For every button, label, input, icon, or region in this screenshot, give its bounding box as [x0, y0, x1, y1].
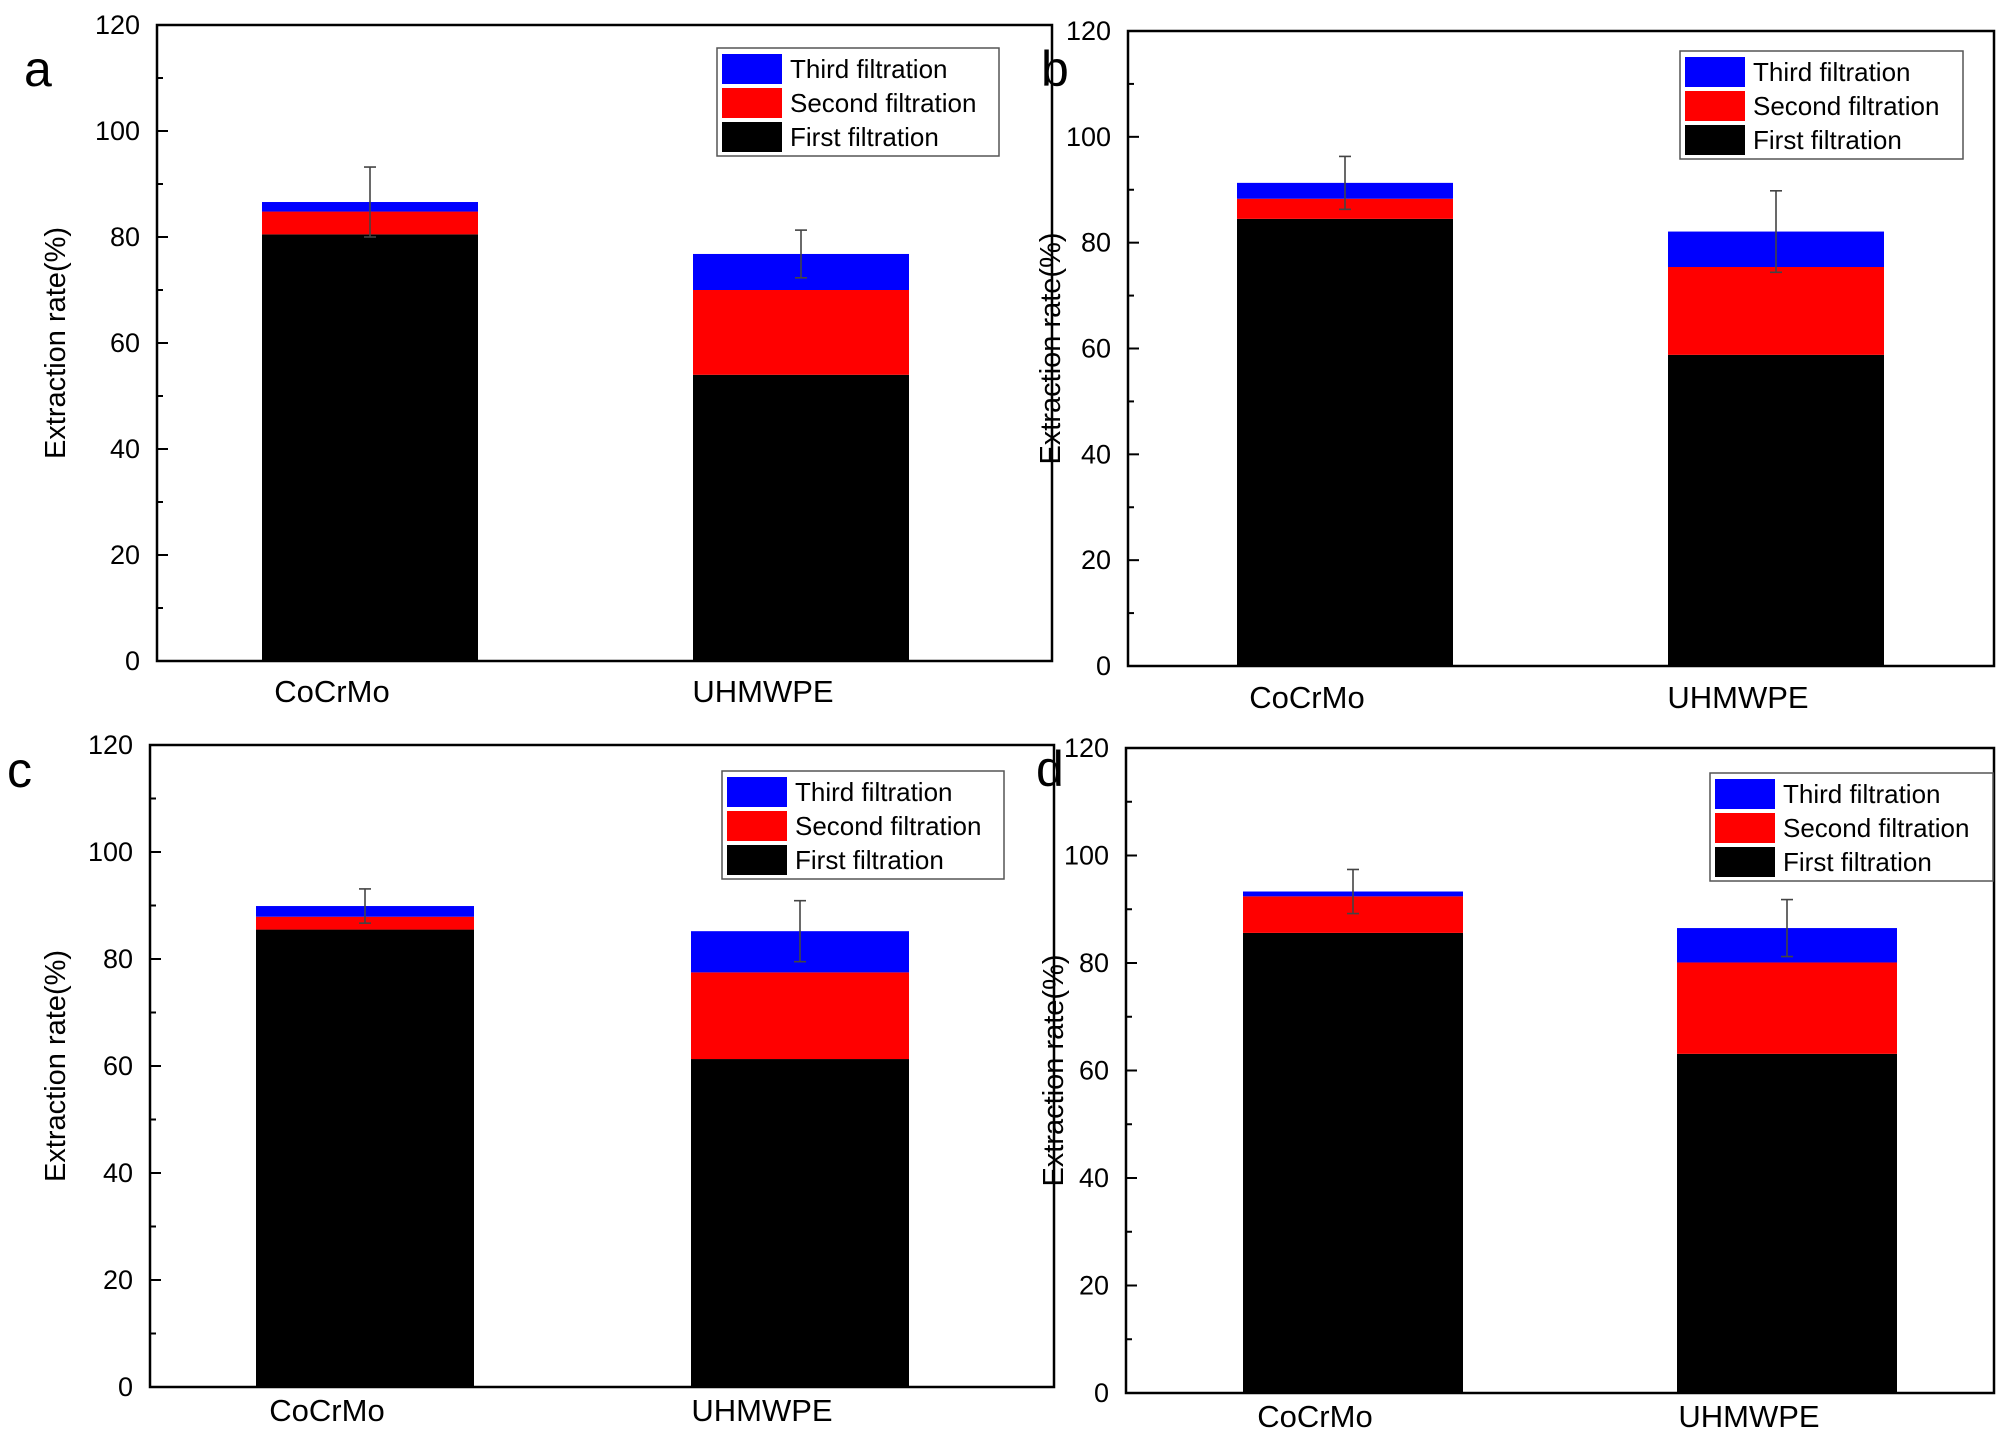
y-tick-label: 40	[103, 1158, 133, 1188]
panel-letter: c	[7, 742, 32, 798]
error-bar-b-cocrmo	[1339, 155, 1351, 211]
legend-label-second: Second filtration	[1783, 813, 1969, 843]
legend: Third filtration Second filtration First f…	[721, 770, 1005, 880]
x-tick-label: CoCrMo	[274, 674, 389, 709]
chart-panel-d: CoCrMo UHMWPE 0 20 40 60 80 100 120 Extraction ra…	[1036, 733, 1996, 1434]
legend-label-first: First filtration	[1783, 847, 1932, 877]
bar-d-uhmwpe-first	[1677, 1053, 1897, 1393]
error-bar-d-uhmwpe	[1781, 898, 1793, 958]
legend-label-second: Second filtration	[790, 88, 976, 118]
chart-panel-a: CoCrMo UHMWPE 0 20 40 60 80 100 120 Extraction ra…	[24, 10, 1054, 709]
panel-letter: b	[1041, 41, 1069, 97]
legend-swatch-third	[1685, 57, 1745, 87]
bar-c-cocrmo-first	[256, 929, 474, 1387]
y-axis-label: Extraction rate(%)	[40, 950, 72, 1182]
bar-b-cocrmo-first	[1237, 218, 1453, 666]
error-bar-d-cocrmo	[1347, 868, 1359, 915]
legend-swatch-second	[722, 88, 782, 118]
y-axis-label: Extraction rate(%)	[40, 227, 72, 459]
legend-swatch-second	[1715, 813, 1775, 843]
legend-label-third: Third filtration	[790, 54, 948, 84]
y-tick-label: 0	[1094, 1378, 1109, 1408]
error-bar-b-uhmwpe	[1770, 190, 1782, 274]
legend-swatch-third	[722, 54, 782, 84]
legend-label-third: Third filtration	[1783, 779, 1941, 809]
bar-a-uhmwpe-first	[693, 374, 909, 661]
error-bar-c-uhmwpe	[794, 899, 806, 963]
y-tick-label: 80	[110, 222, 140, 252]
legend-label-third: Third filtration	[795, 777, 953, 807]
y-tick-label: 20	[103, 1265, 133, 1295]
chart-panel-b: CoCrMo UHMWPE 0 20 40 60 80 100 120 Extraction ra…	[1035, 16, 1996, 715]
y-tick-label: 0	[1096, 651, 1111, 681]
y-axis-label: Extraction rate(%)	[1035, 232, 1067, 464]
error-bar-a-uhmwpe	[795, 229, 807, 279]
bar-b-uhmwpe-second	[1668, 267, 1884, 355]
y-tick-label: 120	[95, 10, 140, 40]
y-axis-label: Extraction rate(%)	[1038, 954, 1070, 1186]
x-tick-label: CoCrMo	[1257, 1399, 1372, 1434]
bar-c-uhmwpe-first	[691, 1059, 909, 1387]
x-tick-label: UHMWPE	[1678, 1399, 1819, 1434]
legend-label-first: First filtration	[795, 845, 944, 875]
bar-d-cocrmo-first	[1243, 932, 1463, 1393]
y-tick-label: 80	[103, 944, 133, 974]
bar-d-uhmwpe-second	[1677, 962, 1897, 1054]
error-bar-c-cocrmo	[359, 888, 371, 924]
legend: Third filtration Second filtration First f…	[1679, 50, 1964, 160]
y-tick-label: 0	[118, 1372, 133, 1402]
legend: Third filtration Second filtration First f…	[1709, 772, 1994, 882]
legend-label-third: Third filtration	[1753, 57, 1911, 87]
legend-swatch-second	[1685, 91, 1745, 121]
y-tick-label: 100	[95, 116, 140, 146]
y-tick-label: 20	[110, 540, 140, 570]
legend-label-first: First filtration	[790, 122, 939, 152]
y-tick-label: 100	[88, 837, 133, 867]
y-tick-label: 80	[1079, 948, 1109, 978]
bar-c-uhmwpe-second	[691, 972, 909, 1060]
y-tick-label: 80	[1081, 228, 1111, 258]
y-tick-label: 40	[110, 434, 140, 464]
y-tick-label: 40	[1079, 1163, 1109, 1193]
legend: Third filtration Second filtration First f…	[716, 47, 1000, 157]
legend-swatch-third	[1715, 779, 1775, 809]
legend-label-second: Second filtration	[1753, 91, 1939, 121]
x-tick-label: UHMWPE	[691, 1393, 832, 1428]
y-tick-label: 40	[1081, 439, 1111, 469]
legend-swatch-first	[727, 845, 787, 875]
x-tick-label: UHMWPE	[1667, 680, 1808, 715]
y-tick-label: 120	[1066, 16, 1111, 46]
bar-a-cocrmo-first	[262, 234, 478, 661]
y-tick-label: 20	[1079, 1271, 1109, 1301]
chart-panel-c: CoCrMo UHMWPE 0 20 40 60 80 100 120 Extraction ra…	[7, 730, 1056, 1428]
y-tick-label: 60	[1079, 1056, 1109, 1086]
x-tick-label: CoCrMo	[269, 1393, 384, 1428]
y-tick-label: 60	[110, 328, 140, 358]
error-bar-a-cocrmo	[364, 166, 376, 238]
y-tick-label: 60	[1081, 334, 1111, 364]
bar-b-uhmwpe-first	[1668, 354, 1884, 666]
y-tick-label: 100	[1066, 122, 1111, 152]
x-tick-label: UHMWPE	[692, 674, 833, 709]
y-tick-label: 60	[103, 1051, 133, 1081]
x-tick-label: CoCrMo	[1249, 680, 1364, 715]
legend-swatch-first	[722, 122, 782, 152]
legend-label-first: First filtration	[1753, 125, 1902, 155]
y-tick-label: 120	[88, 730, 133, 760]
panel-letter: d	[1036, 741, 1064, 797]
y-tick-label: 100	[1064, 841, 1109, 871]
panel-letter: a	[24, 41, 52, 97]
y-tick-label: 0	[125, 646, 140, 676]
legend-label-second: Second filtration	[795, 811, 981, 841]
y-tick-label: 20	[1081, 545, 1111, 575]
bar-a-uhmwpe-second	[693, 290, 909, 375]
legend-swatch-second	[727, 811, 787, 841]
legend-swatch-first	[1715, 847, 1775, 877]
y-tick-label: 120	[1064, 733, 1109, 763]
legend-swatch-first	[1685, 125, 1745, 155]
legend-swatch-third	[727, 777, 787, 807]
